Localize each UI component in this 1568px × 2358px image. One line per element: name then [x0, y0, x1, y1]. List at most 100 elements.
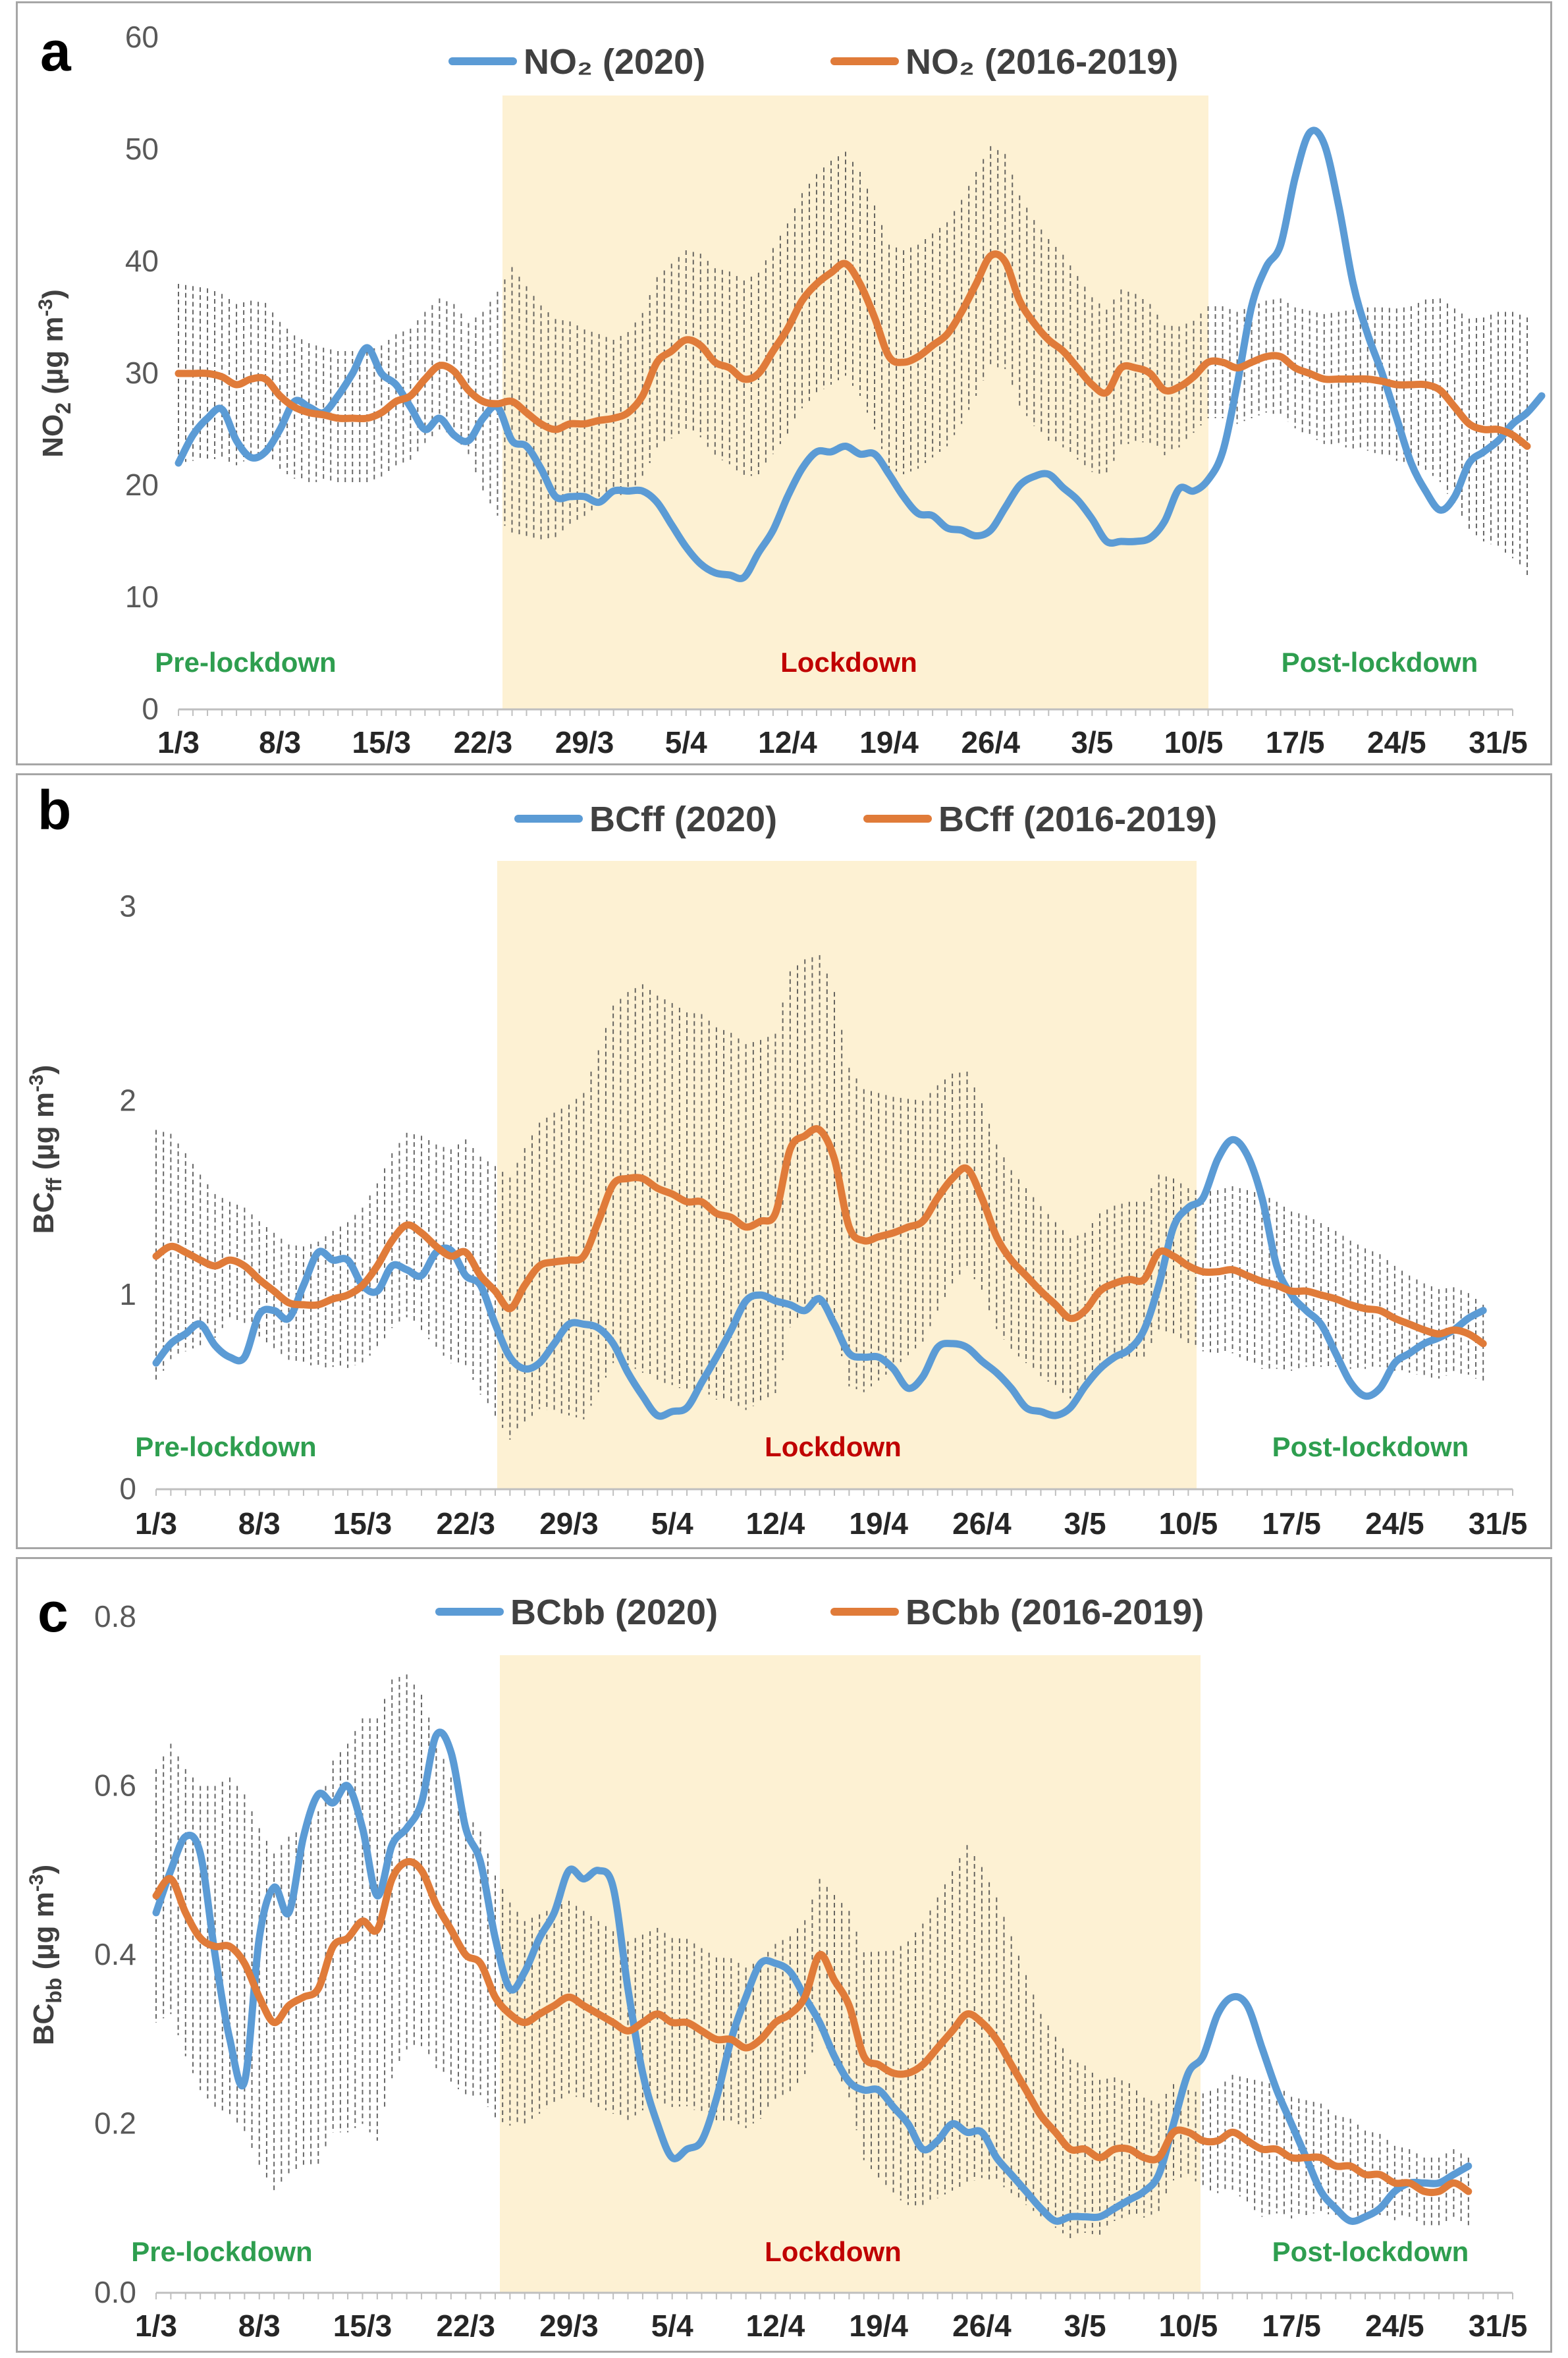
- legend-item-2016-2019: BCbb (2016-2019): [830, 1593, 1204, 1632]
- y-axis-title-part: -3: [35, 299, 57, 317]
- y-tick-label: 0.2: [94, 2106, 136, 2141]
- panel-letter: b: [38, 779, 71, 841]
- series-line-2020: [175, 126, 1546, 582]
- chart-panel-c: 0.0 0.2 0.4 0.6 0.8 1/3 8/3 15/3 22/3 29/3 5/4 12/4…: [26, 1581, 1527, 2343]
- phase-label-pre-lockdown: Pre-lockdown: [135, 1431, 316, 1462]
- lockdown-band: [502, 96, 1208, 709]
- x-tick-label: 24/5: [1365, 2309, 1424, 2343]
- lockdown-band: [500, 1655, 1201, 2293]
- x-tick-label: 17/5: [1262, 1506, 1321, 1541]
- x-tick-label: 8/3: [238, 1506, 281, 1541]
- panel-c: 0.0 0.2 0.4 0.6 0.8 1/3 8/3 15/3 22/3 29/3 5/4 12/4…: [16, 1557, 1552, 2353]
- y-axis-title: BCff (µg m-3): [26, 1065, 66, 1234]
- chart-panel-b: 0 1 2 3 1/3 8/3 15/3 22/3 29/3 5/4 12/4 19/4 26/4 3/5…: [26, 779, 1528, 1541]
- y-axis-title-part: ff: [42, 1178, 66, 1192]
- x-tick-label: 1/3: [135, 1506, 177, 1541]
- lockdown-band: [497, 861, 1197, 1489]
- panel-letter: c: [38, 1581, 68, 1643]
- x-tick-label: 26/4: [952, 1506, 1012, 1541]
- y-axis-title-part: (µg m: [28, 1892, 60, 1977]
- x-tick-label: 29/3: [539, 2309, 599, 2343]
- y-tick-label: 20: [125, 468, 159, 502]
- y-tick-label: 60: [125, 20, 159, 54]
- phase-label-lockdown: Lockdown: [765, 2236, 902, 2267]
- series-line-2020: [152, 1728, 1473, 2225]
- series-line-2016-2019: [152, 1857, 1473, 2197]
- y-tick-label: 3: [119, 889, 136, 923]
- y-axis-title-part: bb: [42, 1978, 66, 2004]
- legend-label: NO₂ (2020): [524, 42, 705, 82]
- y-axis-title-part: BC: [28, 1192, 60, 1234]
- y-axis-title-part: -3: [26, 1874, 47, 1892]
- legend-label: BCbb (2020): [510, 1593, 718, 1632]
- phase-label-pre-lockdown: Pre-lockdown: [155, 647, 336, 678]
- x-tick-label: 22/3: [436, 1506, 495, 1541]
- x-tick-label: 19/4: [849, 2309, 908, 2343]
- y-tick-label: 2: [119, 1083, 136, 1117]
- phase-label-post-lockdown: Post-lockdown: [1272, 1431, 1469, 1462]
- x-tick-label: 10/5: [1164, 725, 1224, 759]
- series-line-2016-2019: [152, 1125, 1487, 1348]
- x-tick-label: 12/4: [746, 2309, 805, 2343]
- y-axis-title: BCbb (µg m-3): [26, 1865, 66, 2045]
- chart-panel-a: 0 10 20 30 40 50 60 1/3 8/3 15/3 22/3 29/3 5/4 12/4 19…: [35, 20, 1546, 759]
- y-axis-title-part: 2: [51, 402, 75, 414]
- x-tick-label: 17/5: [1266, 725, 1325, 759]
- y-tick-label: 50: [125, 132, 159, 166]
- legend-item-2020: BCff (2020): [514, 800, 777, 839]
- y-axis-title-part: -3: [26, 1074, 47, 1092]
- y-axis-title: NO2 (µg m-3): [35, 289, 75, 458]
- legend-item-2020: NO₂ (2020): [448, 42, 705, 82]
- x-tick-label: 15/3: [352, 725, 412, 759]
- x-tick-label: 15/3: [333, 2309, 392, 2343]
- x-tick-label: 15/3: [333, 1506, 392, 1541]
- x-tick-label: 3/5: [1071, 725, 1113, 759]
- x-tick-label: 5/4: [651, 2309, 693, 2343]
- y-axis-title-part: ): [37, 289, 69, 299]
- x-tick-label: 26/4: [961, 725, 1020, 759]
- y-axis-title-part: NO: [37, 414, 69, 458]
- y-tick-label: 0.0: [94, 2275, 136, 2309]
- legend-label: NO₂ (2016-2019): [906, 42, 1178, 82]
- x-tick-label: 17/5: [1262, 2309, 1321, 2343]
- y-axis-title-part: ): [28, 1065, 60, 1075]
- x-tick-label: 19/4: [849, 1506, 908, 1541]
- x-tick-label: 29/3: [539, 1506, 599, 1541]
- x-tick-label: 12/4: [758, 725, 817, 759]
- series-line-2020: [152, 1136, 1487, 1420]
- x-tick-label: 19/4: [859, 725, 919, 759]
- legend-item-2016-2019: BCff (2016-2019): [863, 800, 1217, 839]
- panel-letter: a: [40, 20, 72, 82]
- x-tick-label: 10/5: [1159, 2309, 1218, 2343]
- legend-label: BCbb (2016-2019): [906, 1593, 1204, 1632]
- x-tick-label: 26/4: [952, 2309, 1012, 2343]
- y-tick-label: 0.6: [94, 1769, 136, 1803]
- phase-label-lockdown: Lockdown: [765, 1431, 902, 1462]
- phase-label-pre-lockdown: Pre-lockdown: [131, 2236, 312, 2267]
- x-tick-label: 10/5: [1159, 1506, 1218, 1541]
- x-tick-label: 24/5: [1367, 725, 1426, 759]
- y-tick-label: 0: [119, 1471, 136, 1506]
- y-tick-label: 40: [125, 244, 159, 278]
- y-tick-label: 1: [119, 1277, 136, 1311]
- x-tick-label: 31/5: [1469, 1506, 1528, 1541]
- x-tick-label: 22/3: [454, 725, 513, 759]
- phase-label-post-lockdown: Post-lockdown: [1282, 647, 1478, 678]
- phase-label-post-lockdown: Post-lockdown: [1272, 2236, 1469, 2267]
- x-tick-label: 31/5: [1469, 725, 1528, 759]
- y-axis-title-part: (µg m: [37, 317, 69, 402]
- x-tick-label: 3/5: [1064, 2309, 1106, 2343]
- y-tick-label: 0.8: [94, 1599, 136, 1633]
- x-tick-label: 8/3: [259, 725, 301, 759]
- phase-label-lockdown: Lockdown: [780, 647, 917, 678]
- y-tick-label: 30: [125, 356, 159, 390]
- panel-b: 0 1 2 3 1/3 8/3 15/3 22/3 29/3 5/4 12/4 19/4 26/4 3/5…: [16, 773, 1552, 1549]
- x-tick-label: 12/4: [746, 1506, 805, 1541]
- x-tick-label: 22/3: [436, 2309, 495, 2343]
- legend-label: BCff (2016-2019): [938, 800, 1217, 839]
- y-axis-title-part: BC: [28, 2004, 60, 2046]
- x-tick-label: 8/3: [238, 2309, 281, 2343]
- x-tick-label: 24/5: [1365, 1506, 1424, 1541]
- y-axis-title-part: (µg m: [28, 1092, 60, 1178]
